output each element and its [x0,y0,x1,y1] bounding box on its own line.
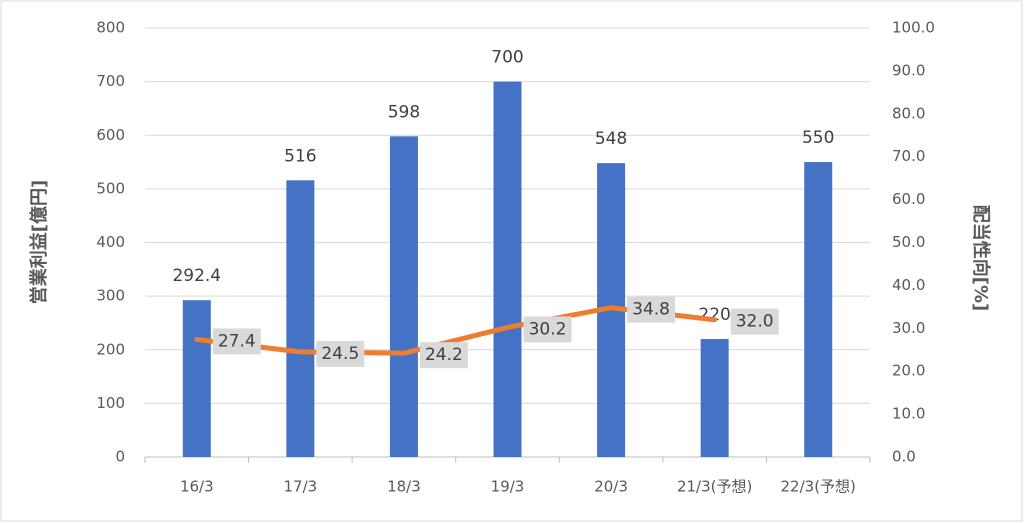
y-tick-label: 200 [96,340,125,358]
bar-value-label: 548 [595,129,627,149]
y-tick-label: 400 [96,233,125,251]
y2-axis-label: 配当性向[%] [970,205,992,312]
y2-tick-label: 60.0 [892,190,925,208]
x-tick-label: 21/3(予想) [677,478,752,496]
y2-tick-label: 50.0 [892,233,925,251]
y2-tick-label: 70.0 [892,147,925,165]
y-tick-label: 100 [96,394,125,412]
x-tick-label: 19/3 [491,478,525,496]
bar-value-label: 700 [491,48,523,68]
x-tick-label: 22/3(予想) [781,478,856,496]
line-label-box [730,308,779,335]
line-label-box [316,340,365,367]
x-tick-label: 16/3 [180,478,214,496]
y-tick-label: 0 [115,448,125,466]
line-value-label: 32.0 [736,312,774,332]
y2-tick-label: 30.0 [892,319,925,337]
bar-value-label: 598 [388,102,420,122]
bar [286,180,315,458]
y2-tick-label: 40.0 [892,276,925,294]
y2-tick-label: 80.0 [892,104,925,122]
line-label-box [419,342,468,369]
y2-tick-label: 10.0 [892,405,925,423]
line-label-box [212,328,261,355]
x-tick-label: 17/3 [284,478,318,496]
line-label-box [627,296,676,323]
y-tick-label: 500 [96,179,125,197]
bar-value-label: 550 [802,128,834,148]
x-tick-label: 18/3 [387,478,421,496]
line-value-label: 30.2 [529,319,567,339]
y2-tick-label: 20.0 [892,362,925,380]
line-value-label: 34.8 [632,300,670,320]
bar [389,136,418,457]
line-value-label: 24.5 [321,344,359,364]
y-tick-label: 700 [96,72,125,90]
bar [493,81,522,457]
line-value-label: 24.2 [425,345,463,365]
bar-value-label: 292.4 [172,266,221,286]
bar [700,339,729,457]
y-tick-label: 300 [96,287,125,305]
y-tick-label: 600 [96,126,125,144]
y2-tick-label: 100.0 [892,19,935,37]
bar [182,300,211,457]
y2-tick-label: 90.0 [892,61,925,79]
y2-tick-label: 0.0 [892,448,916,466]
bar [804,162,833,457]
y-axis-label: 営業利益[億円] [28,180,50,304]
bar-value-label: 516 [284,146,316,166]
y-tick-label: 800 [96,19,125,37]
line-label-box [523,316,572,343]
line-value-label: 27.4 [218,331,256,351]
x-tick-label: 20/3 [594,478,628,496]
